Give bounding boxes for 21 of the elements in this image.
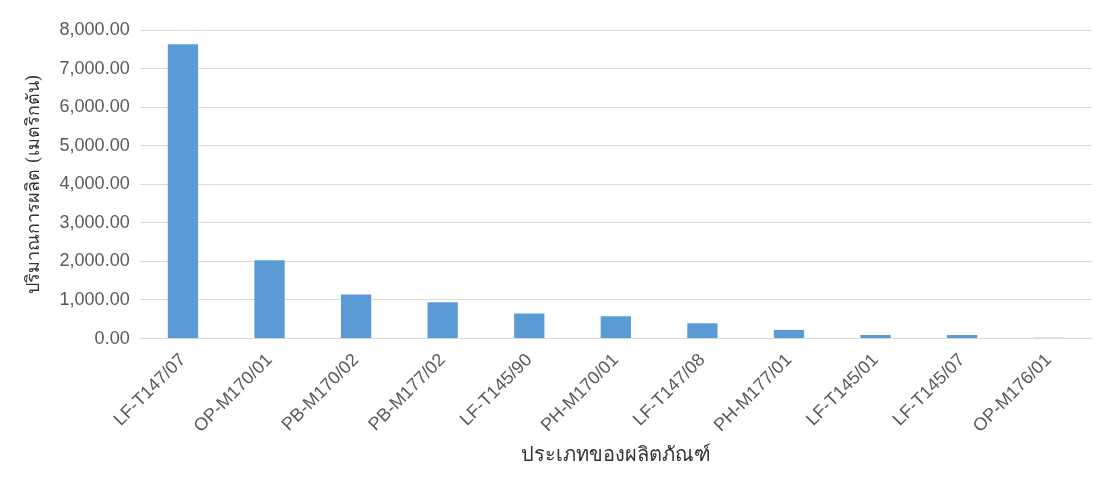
- y-tick-label: 5,000.00: [59, 134, 130, 155]
- bar: [167, 44, 199, 339]
- y-tick-label: 3,000.00: [59, 211, 130, 232]
- y-axis-title: ปริมาณการผลิต (เมตริกตัน): [22, 74, 44, 295]
- bar: [600, 316, 631, 339]
- bar: [427, 302, 458, 339]
- bar: [946, 335, 978, 339]
- bar: [860, 335, 891, 339]
- y-tick-label: 8,000.00: [59, 18, 130, 39]
- y-tick-label: 1,000.00: [59, 288, 130, 309]
- y-tick-label: 7,000.00: [59, 57, 130, 78]
- y-tick-label: 0.00: [94, 327, 130, 348]
- bar: [687, 323, 718, 339]
- bar: [340, 294, 372, 339]
- y-tick-label: 2,000.00: [59, 250, 130, 271]
- y-tick-label: 4,000.00: [59, 173, 130, 194]
- bar: [254, 260, 285, 339]
- bar: [773, 330, 805, 339]
- bar: [514, 313, 545, 339]
- y-tick-label: 6,000.00: [59, 96, 130, 117]
- x-axis-title: ประเภทของผลิตภัณฑ์: [520, 442, 711, 467]
